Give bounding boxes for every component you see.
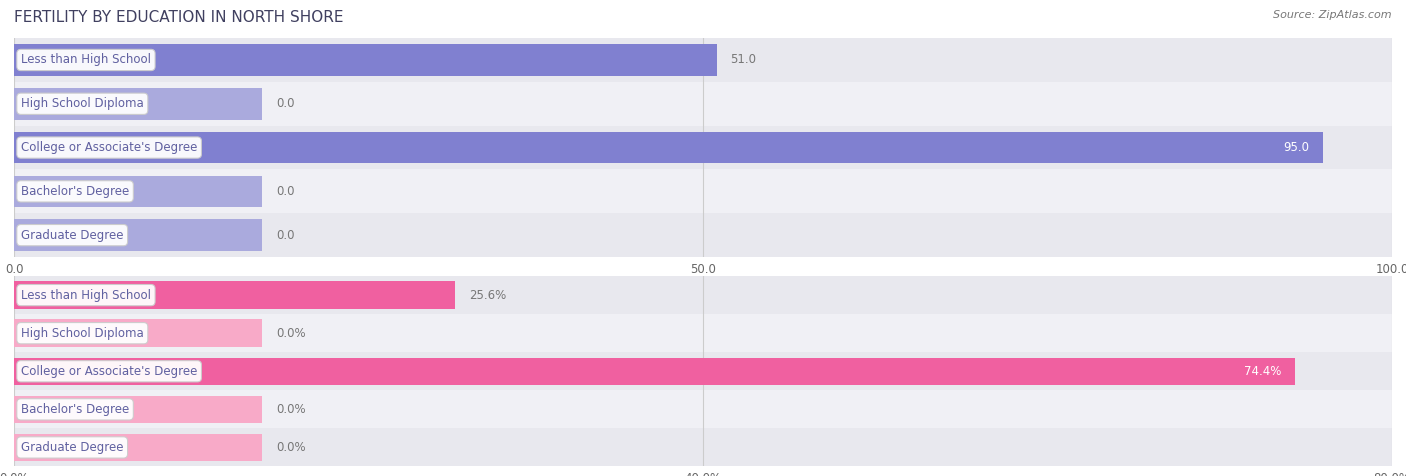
Text: College or Associate's Degree: College or Associate's Degree — [21, 141, 197, 154]
Bar — [14, 176, 262, 207]
Text: Less than High School: Less than High School — [21, 288, 150, 302]
Bar — [14, 281, 456, 309]
Bar — [14, 219, 262, 251]
Text: 0.0%: 0.0% — [276, 441, 305, 454]
Bar — [14, 169, 1392, 213]
Text: 0.0: 0.0 — [276, 97, 294, 110]
Text: 51.0: 51.0 — [731, 53, 756, 67]
Text: Graduate Degree: Graduate Degree — [21, 441, 124, 454]
Text: College or Associate's Degree: College or Associate's Degree — [21, 365, 197, 378]
Text: 0.0: 0.0 — [276, 185, 294, 198]
Bar — [14, 38, 1392, 82]
Bar — [14, 352, 1392, 390]
Bar — [14, 396, 262, 423]
Bar — [14, 132, 1323, 163]
Text: Source: ZipAtlas.com: Source: ZipAtlas.com — [1274, 10, 1392, 20]
Text: Less than High School: Less than High School — [21, 53, 150, 67]
Bar — [14, 88, 262, 119]
Text: 95.0: 95.0 — [1284, 141, 1309, 154]
Bar — [14, 357, 1295, 385]
Bar — [14, 82, 1392, 126]
Bar — [14, 44, 717, 76]
Text: 0.0%: 0.0% — [276, 403, 305, 416]
Text: High School Diploma: High School Diploma — [21, 327, 143, 340]
Bar — [14, 428, 1392, 466]
Bar — [14, 276, 1392, 314]
Bar — [14, 213, 1392, 257]
Text: 0.0%: 0.0% — [276, 327, 305, 340]
Text: Bachelor's Degree: Bachelor's Degree — [21, 185, 129, 198]
Bar — [14, 319, 262, 347]
Bar — [14, 390, 1392, 428]
Text: 74.4%: 74.4% — [1244, 365, 1282, 378]
Text: FERTILITY BY EDUCATION IN NORTH SHORE: FERTILITY BY EDUCATION IN NORTH SHORE — [14, 10, 343, 25]
Bar — [14, 314, 1392, 352]
Text: 0.0: 0.0 — [276, 228, 294, 242]
Bar — [14, 126, 1392, 169]
Text: Graduate Degree: Graduate Degree — [21, 228, 124, 242]
Text: Bachelor's Degree: Bachelor's Degree — [21, 403, 129, 416]
Bar — [14, 434, 262, 461]
Text: High School Diploma: High School Diploma — [21, 97, 143, 110]
Text: 25.6%: 25.6% — [468, 288, 506, 302]
